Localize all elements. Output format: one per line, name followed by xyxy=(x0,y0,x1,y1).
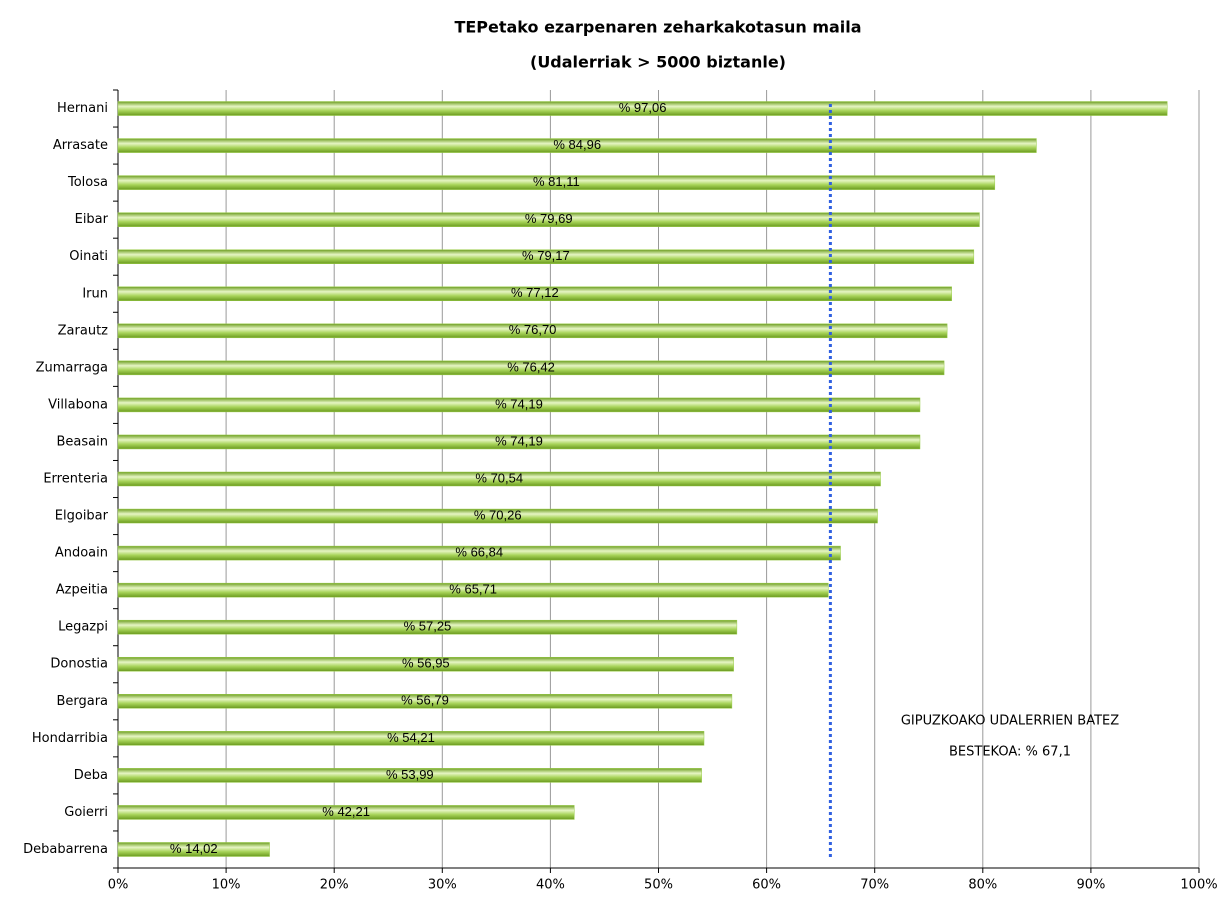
bar xyxy=(117,805,575,820)
value-label: % 76,42 xyxy=(507,359,555,374)
bar xyxy=(117,286,952,302)
y-tick-label: Goierri xyxy=(64,805,108,820)
y-tick-label: Arrasate xyxy=(53,138,108,153)
value-label: % 14,02 xyxy=(170,841,218,856)
y-tick-label: Oinati xyxy=(69,249,108,264)
x-tick-label: 20% xyxy=(320,878,349,893)
y-tick-label: Villabona xyxy=(48,397,108,412)
y-tick-label: Tolosa xyxy=(67,175,108,190)
value-label: % 66,84 xyxy=(455,545,503,560)
annotation: GIPUZKOAKO UDALERRIEN BATEZ xyxy=(901,714,1119,729)
bar xyxy=(117,545,841,561)
value-label: % 56,95 xyxy=(402,656,450,671)
value-label: % 74,19 xyxy=(495,433,543,448)
value-label: % 76,70 xyxy=(509,322,557,337)
bar xyxy=(117,434,921,450)
x-tick-label: 0% xyxy=(108,878,129,893)
bar xyxy=(117,582,829,598)
bar xyxy=(117,101,1168,116)
y-tick-label: Hernani xyxy=(57,101,108,116)
value-label: % 97,06 xyxy=(619,100,667,115)
bar xyxy=(117,175,996,190)
y-tick-label: Azpeitia xyxy=(56,583,108,598)
value-label: % 74,19 xyxy=(495,396,543,411)
bar xyxy=(117,768,702,783)
y-tick-label: Errenteria xyxy=(43,472,108,487)
x-tick-label: 80% xyxy=(968,878,997,893)
y-tick-label: Hondarribia xyxy=(32,731,108,746)
x-tick-label: 10% xyxy=(212,878,241,893)
bar xyxy=(117,138,1037,153)
x-tick-label: 100% xyxy=(1180,878,1217,893)
bar xyxy=(117,694,733,709)
x-tick-label: 30% xyxy=(428,878,457,893)
x-tick-label: 50% xyxy=(644,878,673,893)
value-label: % 42,21 xyxy=(322,804,370,819)
value-label: % 65,71 xyxy=(449,582,497,597)
bar xyxy=(117,323,948,339)
x-tick-label: 90% xyxy=(1076,878,1105,893)
value-label: % 79,17 xyxy=(522,248,570,263)
y-tick-label: Andoain xyxy=(55,546,108,561)
value-label: % 57,25 xyxy=(404,619,452,634)
chart-subtitle: (Udalerriak > 5000 biztanle) xyxy=(530,53,786,72)
bar xyxy=(117,471,881,487)
value-label: % 54,21 xyxy=(387,730,435,745)
bar xyxy=(117,731,705,746)
y-tick-label: Elgoibar xyxy=(55,509,109,524)
value-label: % 70,54 xyxy=(475,470,523,485)
y-tick-label: Bergara xyxy=(56,694,108,709)
y-tick-label: Irun xyxy=(82,286,108,301)
bar xyxy=(117,397,921,413)
value-label: % 81,11 xyxy=(533,174,580,189)
bar xyxy=(117,842,270,857)
bar xyxy=(117,619,738,635)
value-label: % 84,96 xyxy=(553,137,601,152)
value-label: % 70,26 xyxy=(474,507,522,522)
value-label: % 56,79 xyxy=(401,693,449,708)
bar xyxy=(117,656,734,672)
y-tick-label: Legazpi xyxy=(58,620,108,635)
chart-title: TEPetako ezarpenaren zeharkakotasun mail… xyxy=(454,18,861,37)
y-tick-label: Beasain xyxy=(57,434,108,449)
y-tick-label: Eibar xyxy=(75,212,109,227)
x-tick-label: 60% xyxy=(752,878,781,893)
value-label: % 53,99 xyxy=(386,767,434,782)
bar xyxy=(117,249,975,264)
x-tick-label: 40% xyxy=(536,878,565,893)
value-label: % 79,69 xyxy=(525,211,573,226)
y-tick-label: Zumarraga xyxy=(36,360,108,375)
x-tick-label: 70% xyxy=(860,878,889,893)
annotation: BESTEKOA: % 67,1 xyxy=(949,745,1071,760)
y-tick-label: Deba xyxy=(74,768,108,783)
y-tick-label: Zarautz xyxy=(58,323,109,338)
bar xyxy=(117,508,878,524)
y-tick-label: Donostia xyxy=(50,657,108,672)
bar xyxy=(117,212,980,227)
bar xyxy=(117,360,945,376)
value-label: % 77,12 xyxy=(511,285,559,300)
y-tick-label: Debabarrena xyxy=(23,842,108,857)
